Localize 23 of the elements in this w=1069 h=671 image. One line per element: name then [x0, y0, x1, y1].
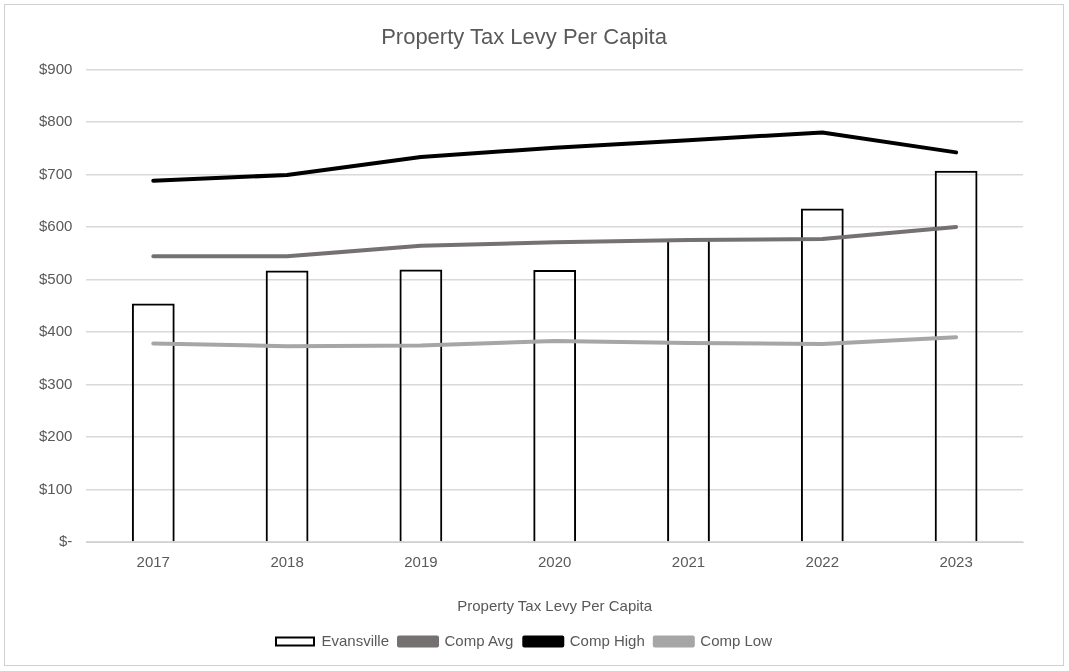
x-axis-title: Property Tax Levy Per Capita — [457, 597, 653, 615]
legend-label: Comp Avg — [444, 631, 514, 649]
y-tick-label: $800 — [38, 112, 73, 130]
y-tick-label: $600 — [38, 217, 73, 235]
y-tick-label: $400 — [38, 322, 73, 340]
x-tick-label: 2017 — [136, 553, 170, 571]
legend-label: Comp Low — [700, 631, 773, 649]
y-tick-label: $700 — [38, 164, 73, 182]
y-tick-label: $- — [59, 532, 73, 550]
legend-label: Comp High — [569, 631, 645, 649]
x-tick-label: 2023 — [939, 553, 973, 571]
x-tick-label: 2021 — [671, 553, 706, 571]
x-tick-label: 2020 — [538, 553, 572, 571]
x-tick-label: 2019 — [404, 553, 438, 571]
legend-label: Evansville — [321, 631, 390, 649]
y-tick-label: $200 — [38, 427, 73, 445]
y-tick-label: $500 — [38, 269, 73, 287]
y-tick-label: $900 — [38, 59, 73, 77]
x-tick-label: 2018 — [270, 553, 304, 571]
y-tick-label: $300 — [38, 374, 73, 392]
x-tick-label: 2022 — [805, 553, 839, 571]
chart-title: Property Tax Levy Per Capita — [381, 24, 668, 50]
y-tick-label: $100 — [38, 479, 73, 497]
